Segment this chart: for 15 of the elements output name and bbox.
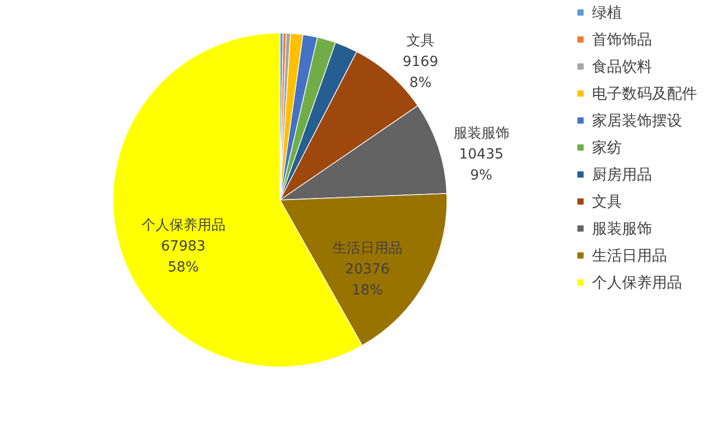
- data-label: 文具 9169 8%: [402, 33, 438, 92]
- data-label: 生活日用品 20376 18%: [332, 240, 402, 299]
- legend-label: 厨房用品: [592, 166, 652, 184]
- legend-label: 绿植: [592, 4, 622, 22]
- legend-label: 文具: [592, 192, 622, 210]
- legend-label: 家纺: [592, 138, 622, 156]
- legend-label: 首饰饰品: [592, 30, 652, 48]
- legend-label: 个人保养用品: [592, 274, 682, 292]
- data-label: 个人保养用品 67983 58%: [141, 217, 226, 276]
- legend-label: 电子数码及配件: [592, 84, 697, 102]
- legend-label: 家居装饰摆设: [592, 112, 682, 130]
- legend-label: 生活日用品: [592, 246, 667, 264]
- legend-label: 服装服饰: [592, 220, 652, 238]
- data-label: 服装服饰 10435 9%: [453, 125, 510, 184]
- legend-label: 食品饮料: [592, 58, 652, 76]
